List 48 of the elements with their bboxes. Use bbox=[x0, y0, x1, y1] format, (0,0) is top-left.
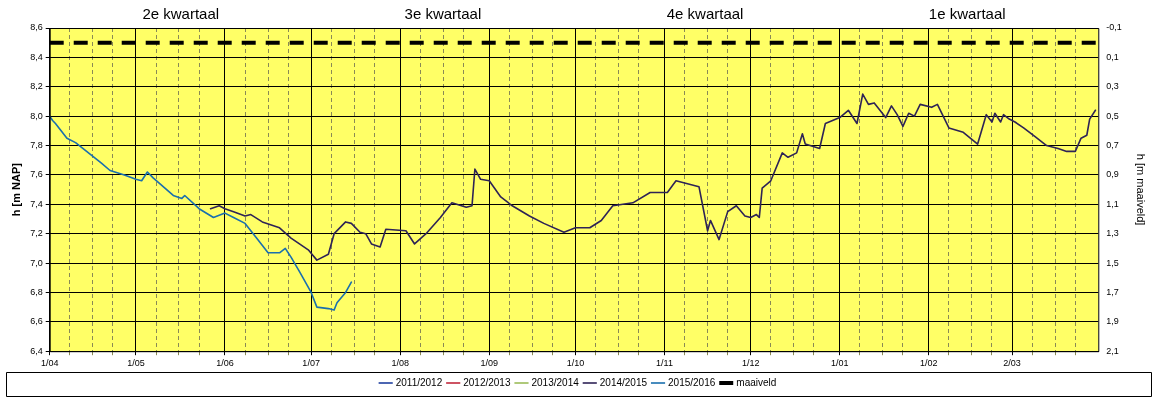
x-tick-label: 1/10 bbox=[566, 358, 585, 369]
y-tick-label: 7,6 bbox=[30, 169, 43, 180]
y-tick-label: 8,6 bbox=[30, 22, 43, 33]
y-tick-label: 7,8 bbox=[30, 140, 43, 151]
y-tick-label: 7,2 bbox=[30, 228, 43, 239]
y-axis-title: h [m NAP] bbox=[9, 162, 22, 217]
x-tick-label: 1/04 bbox=[40, 358, 59, 369]
x-tick-label: 1/02 bbox=[920, 358, 938, 369]
y-tick-label: 7,0 bbox=[30, 257, 43, 268]
x-tick-label: 1/11 bbox=[656, 358, 673, 369]
legend-label: maaiveld bbox=[736, 376, 777, 388]
x-tick-label: 1/06 bbox=[216, 358, 234, 369]
legend-label: 2012/2013 bbox=[463, 376, 511, 388]
y-tick-label: 8,2 bbox=[30, 81, 43, 92]
x-tick-label: 1/07 bbox=[302, 358, 320, 369]
text: 1e kwartaal bbox=[928, 5, 1006, 23]
y2-tick-label: 1,7 bbox=[1106, 286, 1119, 297]
y2-tick-label: 2,1 bbox=[1106, 345, 1119, 356]
y-tick-label: 8,4 bbox=[30, 51, 43, 62]
y-tick-label: 6,6 bbox=[30, 316, 43, 327]
legend-label: 2014/2015 bbox=[599, 376, 648, 388]
y2-axis-title: h [m maaiveld] bbox=[1135, 153, 1148, 226]
legend-label: 2015/2016 bbox=[668, 376, 716, 388]
y2-tick-label: 1,9 bbox=[1106, 316, 1119, 327]
y-tick-label: 7,4 bbox=[30, 198, 43, 209]
x-tick-label: 1/12 bbox=[741, 358, 760, 369]
legend-label: 2013/2014 bbox=[531, 376, 580, 388]
x-tick-label: 1/05 bbox=[127, 358, 145, 369]
y2-tick-label: -0,1 bbox=[1106, 22, 1122, 33]
text: 2e kwartaal bbox=[142, 5, 220, 23]
legend-label: 2011/2012 bbox=[395, 376, 443, 388]
x-tick-label: 1/08 bbox=[391, 358, 409, 369]
y2-tick-label: 0,1 bbox=[1106, 51, 1119, 62]
y2-tick-label: 0,7 bbox=[1106, 140, 1119, 151]
y2-tick-label: 1,1 bbox=[1106, 198, 1119, 209]
text: 3e kwartaal bbox=[404, 5, 482, 23]
y-tick-label: 6,4 bbox=[30, 345, 43, 356]
y2-tick-label: 0,3 bbox=[1106, 81, 1119, 92]
y-tick-label: 8,0 bbox=[30, 110, 43, 121]
x-tick-label: 1/01 bbox=[830, 358, 849, 369]
x-tick-label: 2/03 bbox=[1003, 358, 1021, 369]
y2-tick-label: 0,5 bbox=[1106, 110, 1119, 121]
y-tick-label: 6,8 bbox=[30, 286, 43, 297]
text: 4e kwartaal bbox=[666, 5, 744, 23]
y2-tick-label: 1,5 bbox=[1106, 257, 1119, 268]
y2-tick-label: 0,9 bbox=[1106, 169, 1119, 180]
y2-tick-label: 1,3 bbox=[1106, 228, 1119, 239]
x-tick-label: 1/09 bbox=[480, 358, 499, 369]
